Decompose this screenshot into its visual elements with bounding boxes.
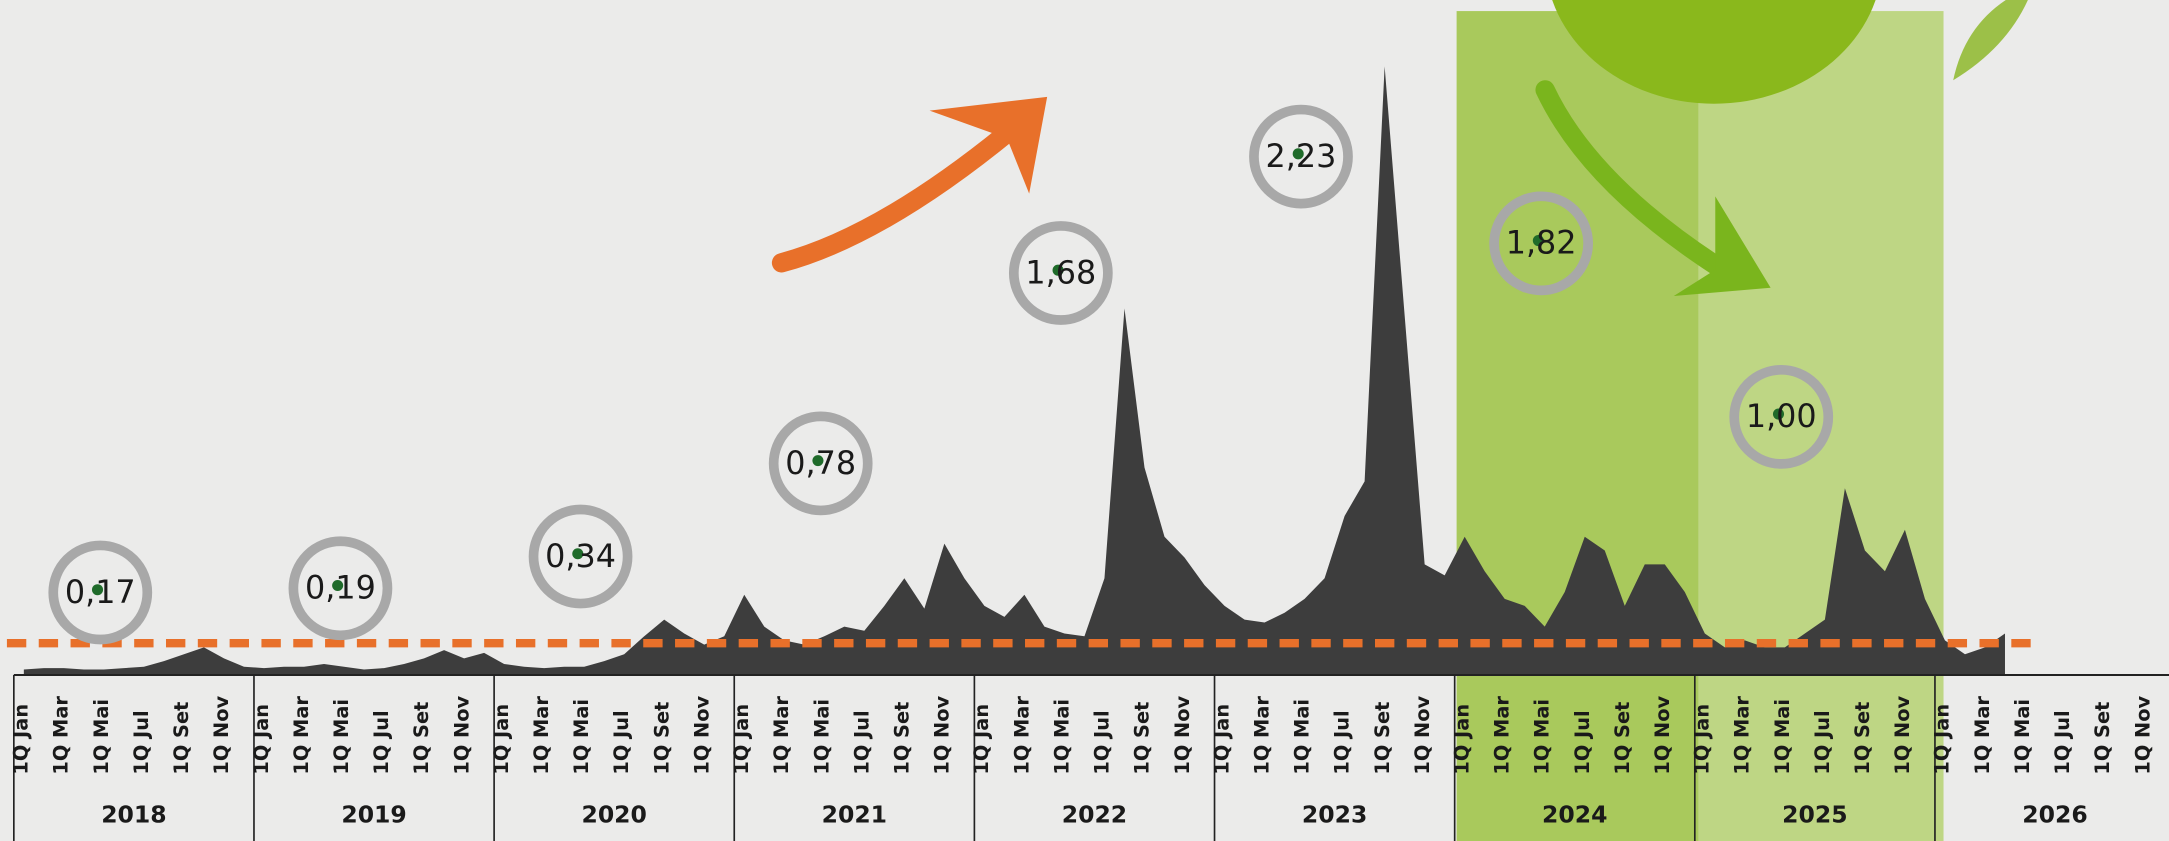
month-label: 1Q Set bbox=[1611, 702, 1634, 775]
month-label: 1Q Nov bbox=[1411, 695, 1434, 774]
arrow-up bbox=[771, 112, 1031, 273]
month-label: 1Q Jul bbox=[1331, 710, 1354, 774]
year-label: 2021 bbox=[822, 801, 887, 829]
year-label: 2023 bbox=[1302, 801, 1367, 829]
month-label: 1Q Set bbox=[650, 702, 673, 775]
month-label: 1Q Nov bbox=[1651, 695, 1674, 774]
month-label: 1Q Mar bbox=[1971, 696, 1994, 775]
annotation-label: 0,19 bbox=[305, 569, 376, 607]
month-label: 1Q Mar bbox=[50, 696, 73, 775]
month-label: 1Q Jul bbox=[130, 710, 153, 774]
month-label: 1Q Jul bbox=[850, 710, 873, 774]
month-label: 1Q Mar bbox=[1250, 696, 1273, 775]
month-label: 1Q Set bbox=[891, 702, 914, 775]
month-label: 1Q Nov bbox=[450, 695, 473, 774]
year-label: 2022 bbox=[1062, 801, 1127, 829]
month-label: 1Q Set bbox=[410, 702, 433, 775]
annotation-label: 0,17 bbox=[65, 573, 136, 611]
arrow-down-head bbox=[1673, 196, 1771, 297]
month-label: 1Q Jan bbox=[10, 704, 33, 775]
arrow-up-head bbox=[929, 96, 1048, 194]
annotation-dot bbox=[572, 548, 584, 560]
month-label: 1Q Jul bbox=[1811, 710, 1834, 774]
month-label: 1Q Jan bbox=[1931, 704, 1954, 775]
month-label: 1Q Mar bbox=[1491, 696, 1514, 775]
month-label: 1Q Mar bbox=[1731, 696, 1754, 775]
annotation-dot bbox=[332, 579, 344, 592]
decor-sun bbox=[1552, 0, 1876, 104]
annotation-label: 2,23 bbox=[1266, 137, 1337, 175]
month-label: 1Q Mai bbox=[1291, 699, 1314, 775]
month-label: 1Q Jan bbox=[970, 704, 993, 775]
month-label: 1Q Mai bbox=[1531, 699, 1554, 775]
month-label: 1Q Jul bbox=[370, 710, 393, 774]
annotation-label: 1,00 bbox=[1746, 397, 1817, 435]
year-label: 2020 bbox=[581, 801, 646, 829]
month-label: 1Q Set bbox=[1371, 702, 1394, 775]
annotation-label: 1,82 bbox=[1506, 224, 1577, 262]
month-label: 1Q Nov bbox=[931, 695, 954, 774]
month-label: 1Q Jan bbox=[1691, 704, 1714, 775]
annotation-ring bbox=[1249, 104, 1353, 209]
month-label: 1Q Mai bbox=[90, 699, 113, 775]
month-label: 1Q Set bbox=[1131, 702, 1154, 775]
year-label: 2025 bbox=[1782, 801, 1847, 829]
annotation-label: 0,34 bbox=[545, 537, 616, 575]
month-label: 1Q Jul bbox=[1571, 710, 1594, 774]
arrow-down bbox=[1535, 80, 1739, 284]
month-label: 1Q Nov bbox=[1171, 695, 1194, 774]
annotation-ring bbox=[288, 536, 393, 641]
month-label: 1Q Nov bbox=[210, 695, 233, 774]
annotation-ring bbox=[1489, 191, 1593, 296]
annotation-dot bbox=[1052, 264, 1064, 276]
month-label: 1Q Mai bbox=[810, 699, 833, 775]
annotation-ring bbox=[1008, 221, 1113, 325]
month-label: 1Q Jul bbox=[2051, 710, 2074, 774]
month-label: 1Q Jan bbox=[1210, 704, 1233, 775]
year-label: 2019 bbox=[341, 801, 406, 829]
month-label: 1Q Set bbox=[1851, 702, 1874, 775]
annotation-ring bbox=[528, 504, 633, 609]
plot: 1Q Jan 1Q Mar 1Q Mai 1Q Jul 1Q Set 1Q Nov 2018… bbox=[6, 66, 2169, 841]
year-label: 2024 bbox=[1542, 801, 1607, 829]
annotation-dot bbox=[1292, 148, 1304, 160]
month-label: 1Q Jul bbox=[1091, 710, 1114, 774]
month-label: 1Q Nov bbox=[1891, 695, 1914, 774]
month-label: 1Q Jan bbox=[730, 704, 753, 775]
month-label: 1Q Mar bbox=[770, 696, 793, 775]
decor-leaf bbox=[1953, 0, 2028, 81]
month-label: 1Q Mai bbox=[570, 699, 593, 775]
month-label: 1Q Set bbox=[2091, 702, 2114, 775]
annotation-label: 1,68 bbox=[1025, 253, 1096, 291]
annotation-dot bbox=[1532, 235, 1544, 247]
month-label: 1Q Mai bbox=[1771, 699, 1794, 775]
month-label: 1Q Mar bbox=[530, 696, 553, 775]
month-label: 1Q Nov bbox=[2131, 695, 2154, 774]
annotation-ring bbox=[768, 411, 873, 516]
month-label: 1Q Jan bbox=[1450, 704, 1473, 775]
annotation-ring bbox=[48, 540, 153, 645]
month-label: 1Q Mai bbox=[2011, 699, 2034, 775]
month-label: 1Q Jul bbox=[610, 710, 633, 774]
month-label: 1Q Mai bbox=[1050, 699, 1073, 775]
month-label: 1Q Jan bbox=[250, 704, 273, 775]
year-label: 2026 bbox=[2022, 801, 2087, 829]
annotation-dot bbox=[1772, 408, 1785, 420]
month-label: 1Q Jan bbox=[490, 704, 513, 775]
month-label: 1Q Mai bbox=[330, 699, 353, 775]
month-label: 1Q Mar bbox=[290, 696, 313, 775]
month-label: 1Q Mar bbox=[1010, 696, 1033, 775]
annotation-ring bbox=[1729, 364, 1834, 469]
annotation-dot bbox=[812, 455, 824, 467]
annotation-dot bbox=[91, 584, 104, 596]
month-label: 1Q Nov bbox=[690, 695, 713, 774]
annotation-label: 0,78 bbox=[785, 444, 856, 482]
year-label: 2018 bbox=[101, 801, 166, 829]
month-label: 1Q Set bbox=[170, 702, 193, 775]
